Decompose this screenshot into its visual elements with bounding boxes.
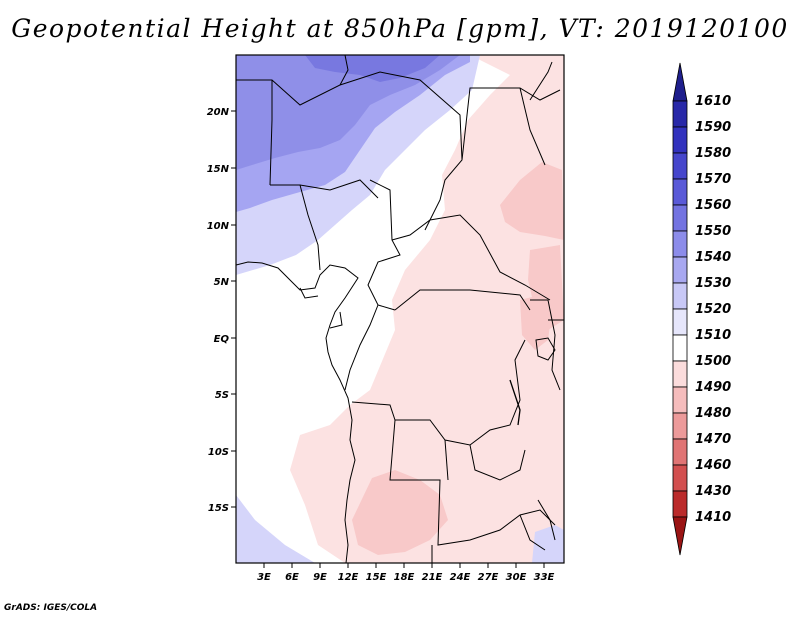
colorbar-level-label: 1430 [695, 484, 731, 499]
lat-label-eq: EQ [214, 334, 230, 345]
lon-label-18e: 18E [394, 572, 415, 583]
lon-label-15e: 15E [366, 572, 387, 583]
shade-1510-1520-southeast [532, 525, 564, 563]
shade-1480-1490-northeast [500, 162, 564, 240]
colorbar-cell [672, 516, 688, 556]
lon-label-33e: 33E [534, 572, 555, 583]
height-field-shading [236, 55, 564, 563]
colorbar-cell [672, 204, 688, 232]
colorbar-cell [672, 230, 688, 258]
lon-label-24e: 24E [450, 572, 471, 583]
shade-1480-1490-south [352, 470, 448, 555]
lat-label-10s: 10S [208, 447, 229, 458]
colorbar-level-label: 1470 [695, 432, 731, 447]
colorbar-level-label: 1510 [695, 328, 731, 343]
colorbar: 1610 1590 1580 1570 1560 1550 1540 1530 1520 1510… [672, 62, 731, 556]
lat-label-15s: 15S [208, 503, 229, 514]
lon-label-3e: 3E [257, 572, 271, 583]
colorbar-cell [672, 62, 688, 102]
colorbar-level-label: 1410 [695, 510, 731, 525]
colorbar-cell [672, 438, 688, 466]
shade-1490-1500-east [290, 55, 564, 563]
lon-label-9e: 9E [313, 572, 327, 583]
colorbar-cell [672, 282, 688, 310]
shade-1540-1550 [305, 55, 440, 82]
colorbar-level-label: 1500 [695, 354, 731, 369]
footer-credit: GrADS: IGES/COLA [4, 603, 98, 613]
lon-tick [263, 563, 545, 568]
colorbar-cell [672, 126, 688, 154]
colorbar-cell [672, 152, 688, 180]
colorbar-cell [672, 256, 688, 284]
shade-1530-1540 [236, 55, 460, 170]
colorbar-cell [672, 178, 688, 206]
colorbar-cell [672, 464, 688, 492]
colorbar-cell [672, 386, 688, 414]
colorbar-cell [672, 334, 688, 362]
latitude-axis: 20N 15N 10N 5N EQ 5S 10S 15S [207, 107, 236, 514]
map-frame [235, 54, 565, 564]
colorbar-level-label: 1520 [695, 302, 731, 317]
shade-1510-1520-southwest [236, 495, 315, 563]
lon-label-30e: 30E [506, 572, 527, 583]
colorbar-cell [672, 412, 688, 440]
colorbar-cell [672, 490, 688, 518]
lat-label-5s: 5S [215, 390, 229, 401]
colorbar-level-label: 1560 [695, 198, 731, 213]
colorbar-cell [672, 100, 688, 128]
colorbar-level-label: 1570 [695, 172, 731, 187]
colorbar-level-label: 1490 [695, 380, 731, 395]
lon-label-21e: 21E [422, 572, 443, 583]
colorbar-level-label: 1610 [695, 94, 731, 109]
colorbar-cell [672, 308, 688, 336]
colorbar-level-label: 1590 [695, 120, 731, 135]
colorbar-labels: 1610 1590 1580 1570 1560 1550 1540 1530 1520 1510… [695, 94, 731, 525]
lat-label-20n: 20N [207, 107, 230, 118]
lat-tick [231, 110, 236, 508]
colorbar-level-label: 1540 [695, 250, 731, 265]
lon-label-27e: 27E [478, 572, 499, 583]
map-title: Geopotential Height at 850hPa [gpm], VT:… [11, 14, 789, 43]
shade-1480-1490-greatlakes [520, 295, 552, 350]
lat-label-5n: 5N [214, 277, 230, 288]
lat-label-15n: 15N [207, 164, 230, 175]
country-boundaries [236, 55, 564, 563]
longitude-axis: 3E 6E 9E 12E 15E 18E 21E 24E 27E 30E 33E [257, 563, 555, 583]
lat-label-10n: 10N [207, 221, 230, 232]
lon-label-12e: 12E [338, 572, 359, 583]
colorbar-level-label: 1460 [695, 458, 731, 473]
colorbar-level-label: 1530 [695, 276, 731, 291]
lon-label-6e: 6E [285, 572, 299, 583]
colorbar-boxes [672, 62, 688, 556]
colorbar-level-label: 1580 [695, 146, 731, 161]
colorbar-level-label: 1550 [695, 224, 731, 239]
colorbar-cell [672, 360, 688, 388]
colorbar-level-label: 1480 [695, 406, 731, 421]
